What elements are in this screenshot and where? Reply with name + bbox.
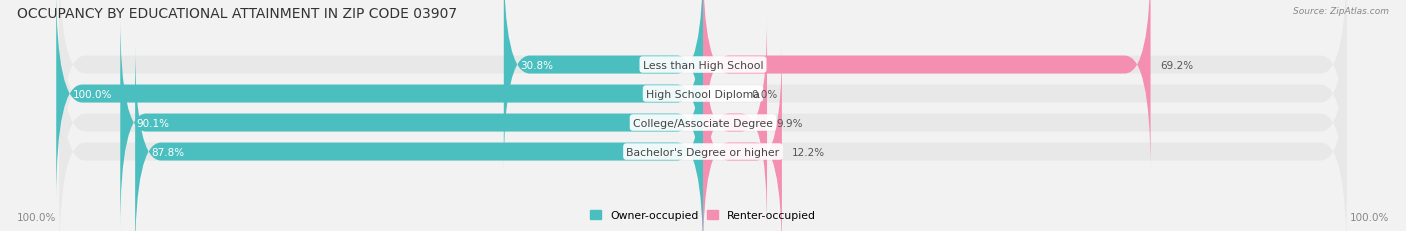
Text: 9.9%: 9.9%	[776, 118, 803, 128]
FancyBboxPatch shape	[59, 0, 1347, 172]
FancyBboxPatch shape	[56, 0, 703, 201]
Text: 90.1%: 90.1%	[136, 118, 170, 128]
Text: 100.0%: 100.0%	[1350, 212, 1389, 222]
Text: 30.8%: 30.8%	[520, 60, 553, 70]
FancyBboxPatch shape	[135, 45, 703, 231]
Text: 100.0%: 100.0%	[17, 212, 56, 222]
FancyBboxPatch shape	[703, 0, 1150, 172]
FancyBboxPatch shape	[59, 0, 1347, 201]
FancyBboxPatch shape	[503, 0, 703, 172]
Text: Source: ZipAtlas.com: Source: ZipAtlas.com	[1294, 7, 1389, 16]
Text: 87.8%: 87.8%	[152, 147, 184, 157]
Text: OCCUPANCY BY EDUCATIONAL ATTAINMENT IN ZIP CODE 03907: OCCUPANCY BY EDUCATIONAL ATTAINMENT IN Z…	[17, 7, 457, 21]
Text: Less than High School: Less than High School	[643, 60, 763, 70]
Text: 69.2%: 69.2%	[1160, 60, 1194, 70]
Text: 100.0%: 100.0%	[73, 89, 112, 99]
Text: High School Diploma: High School Diploma	[647, 89, 759, 99]
FancyBboxPatch shape	[703, 45, 782, 231]
Legend: Owner-occupied, Renter-occupied: Owner-occupied, Renter-occupied	[586, 206, 820, 225]
Text: College/Associate Degree: College/Associate Degree	[633, 118, 773, 128]
Text: 0.0%: 0.0%	[752, 89, 778, 99]
FancyBboxPatch shape	[121, 16, 703, 230]
FancyBboxPatch shape	[59, 16, 1347, 230]
Text: 12.2%: 12.2%	[792, 147, 825, 157]
FancyBboxPatch shape	[703, 16, 768, 230]
Text: Bachelor's Degree or higher: Bachelor's Degree or higher	[627, 147, 779, 157]
FancyBboxPatch shape	[59, 45, 1347, 231]
